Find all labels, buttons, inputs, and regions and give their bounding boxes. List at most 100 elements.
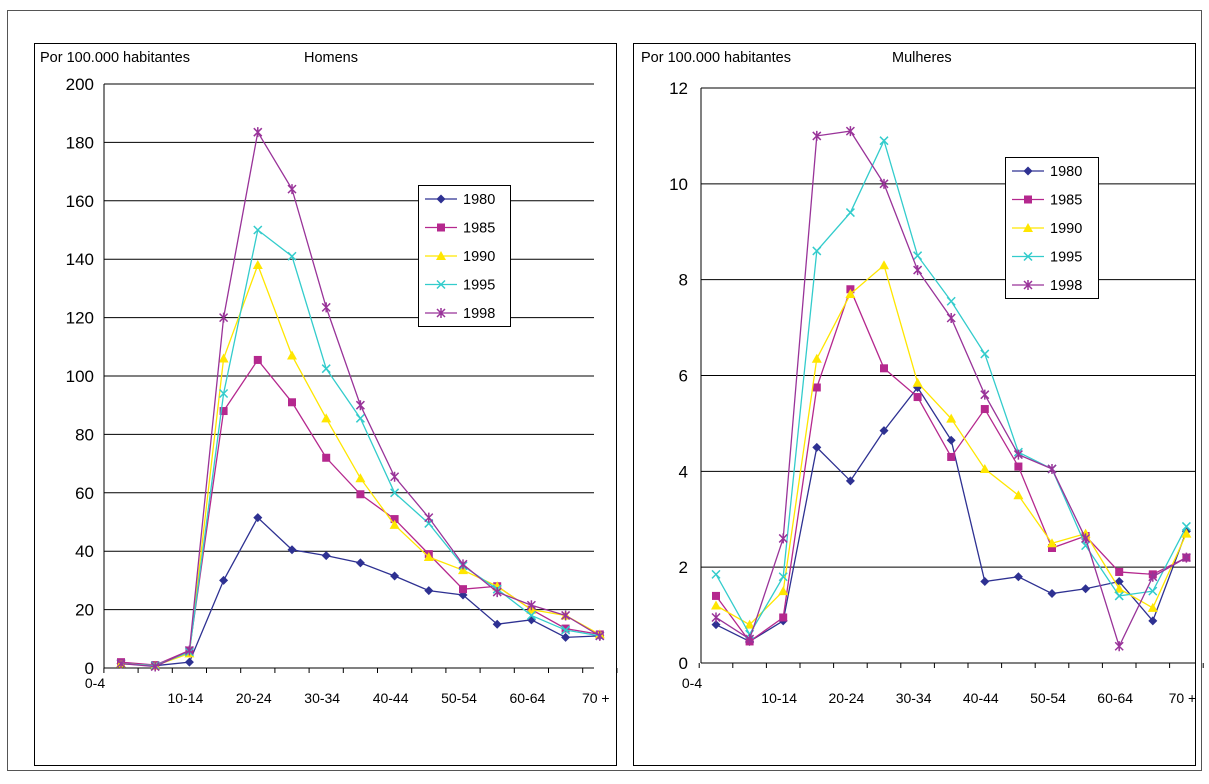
data-point <box>980 577 990 587</box>
data-point <box>288 398 296 407</box>
y-tick-label: 40 <box>75 542 94 561</box>
data-point <box>711 600 721 610</box>
data-point <box>390 571 400 581</box>
series-1998 <box>711 126 1191 652</box>
legend-label: 1998 <box>1050 278 1082 294</box>
data-point <box>390 471 400 482</box>
legend-label: 1990 <box>1050 221 1082 237</box>
data-point <box>219 407 228 416</box>
data-point <box>745 634 755 645</box>
data-point <box>778 586 789 596</box>
data-point <box>1013 572 1023 582</box>
data-point <box>321 364 331 374</box>
data-point <box>879 136 889 146</box>
legend-label: 1990 <box>463 249 495 265</box>
legend-marker <box>1023 223 1033 232</box>
data-point <box>812 246 822 256</box>
data-point <box>356 490 365 499</box>
data-point <box>879 426 889 436</box>
data-point <box>980 349 990 359</box>
data-point <box>492 587 502 598</box>
chart-homens: Por 100.000 habitantes Homens 0 20 40 60 80 100… <box>34 43 618 766</box>
series-1980 <box>116 513 605 671</box>
data-point <box>287 184 297 195</box>
data-point <box>355 400 365 411</box>
y-tick-label: 160 <box>66 192 94 211</box>
data-point <box>184 657 194 667</box>
data-point <box>458 559 468 570</box>
data-point <box>913 265 923 276</box>
data-point <box>252 260 263 270</box>
data-point <box>595 630 605 641</box>
x-tick-label: 70 + <box>582 690 610 706</box>
legend-marker <box>436 251 446 260</box>
data-point <box>526 600 536 611</box>
data-point <box>946 413 957 423</box>
x-tick-label: 0-4 <box>682 675 702 691</box>
x-tick-label: 50-54 <box>441 690 477 706</box>
y-tick-label: 2 <box>679 558 688 577</box>
data-point <box>424 586 434 596</box>
data-point <box>744 619 755 629</box>
y-axis-label: Por 100.000 habitantes <box>40 50 190 66</box>
legend: 1980 1985 1990 1995 1998 <box>1005 157 1099 299</box>
data-point <box>561 632 571 642</box>
data-point <box>492 619 502 629</box>
x-tick-label: 20-24 <box>828 690 864 706</box>
x-tick-label: 10-14 <box>167 690 203 706</box>
data-point <box>711 569 721 579</box>
legend: 1980 1985 1990 1995 1998 <box>418 185 511 327</box>
data-point <box>459 585 467 594</box>
data-point <box>946 435 956 445</box>
chart-title: Mulheres <box>892 50 952 66</box>
legend-entry-1980: 1980 <box>1012 164 1082 180</box>
data-point <box>845 289 856 299</box>
data-point <box>913 393 922 402</box>
legend-entry-1985: 1985 <box>425 221 495 237</box>
x-tick-label: 60-64 <box>509 690 545 706</box>
y-tick-label: 0 <box>679 654 688 673</box>
y-tick-label: 80 <box>75 425 94 444</box>
legend-entry-1998: 1998 <box>425 306 495 322</box>
data-point <box>1114 583 1125 593</box>
legend-marker <box>436 308 446 318</box>
legend-marker <box>1024 195 1032 204</box>
data-point <box>287 545 297 555</box>
data-point <box>880 364 888 373</box>
series-1998 <box>116 127 605 672</box>
y-tick-label: 60 <box>75 484 94 503</box>
data-point <box>1181 521 1191 531</box>
legend-label: 1998 <box>463 306 495 322</box>
data-point <box>287 251 297 261</box>
data-point <box>1148 616 1158 626</box>
y-tick-label: 12 <box>669 79 688 98</box>
data-point <box>219 388 229 399</box>
x-tick-label: 10-14 <box>761 690 797 706</box>
panel-border <box>34 43 617 766</box>
x-tick-label: 40-44 <box>373 690 409 706</box>
data-point <box>253 355 262 364</box>
x-tick-label: 50-54 <box>1030 690 1066 706</box>
data-point <box>1047 463 1057 474</box>
legend-marker <box>1023 166 1033 176</box>
x-tick-label: 60-64 <box>1097 690 1133 706</box>
data-point <box>150 661 160 672</box>
y-axis-label: Por 100.000 habitantes <box>641 50 791 66</box>
legend-label: 1995 <box>463 278 495 294</box>
x-tick-label: 30-34 <box>896 690 932 706</box>
data-point <box>1048 544 1056 552</box>
data-point <box>1081 584 1091 594</box>
legend-entry-1980: 1980 <box>425 192 495 208</box>
y-tick-label: 0 <box>85 659 94 678</box>
data-point <box>1148 586 1158 596</box>
data-point <box>287 350 297 360</box>
data-point <box>778 572 788 582</box>
legend-entry-1990: 1990 <box>425 249 495 265</box>
y-tick-label: 140 <box>66 250 94 269</box>
legend-marker <box>437 223 445 232</box>
data-point <box>946 313 956 323</box>
data-point <box>458 565 468 575</box>
y-tick-label: 4 <box>679 462 688 481</box>
data-point <box>389 519 400 529</box>
y-tick-label: 6 <box>679 367 688 386</box>
